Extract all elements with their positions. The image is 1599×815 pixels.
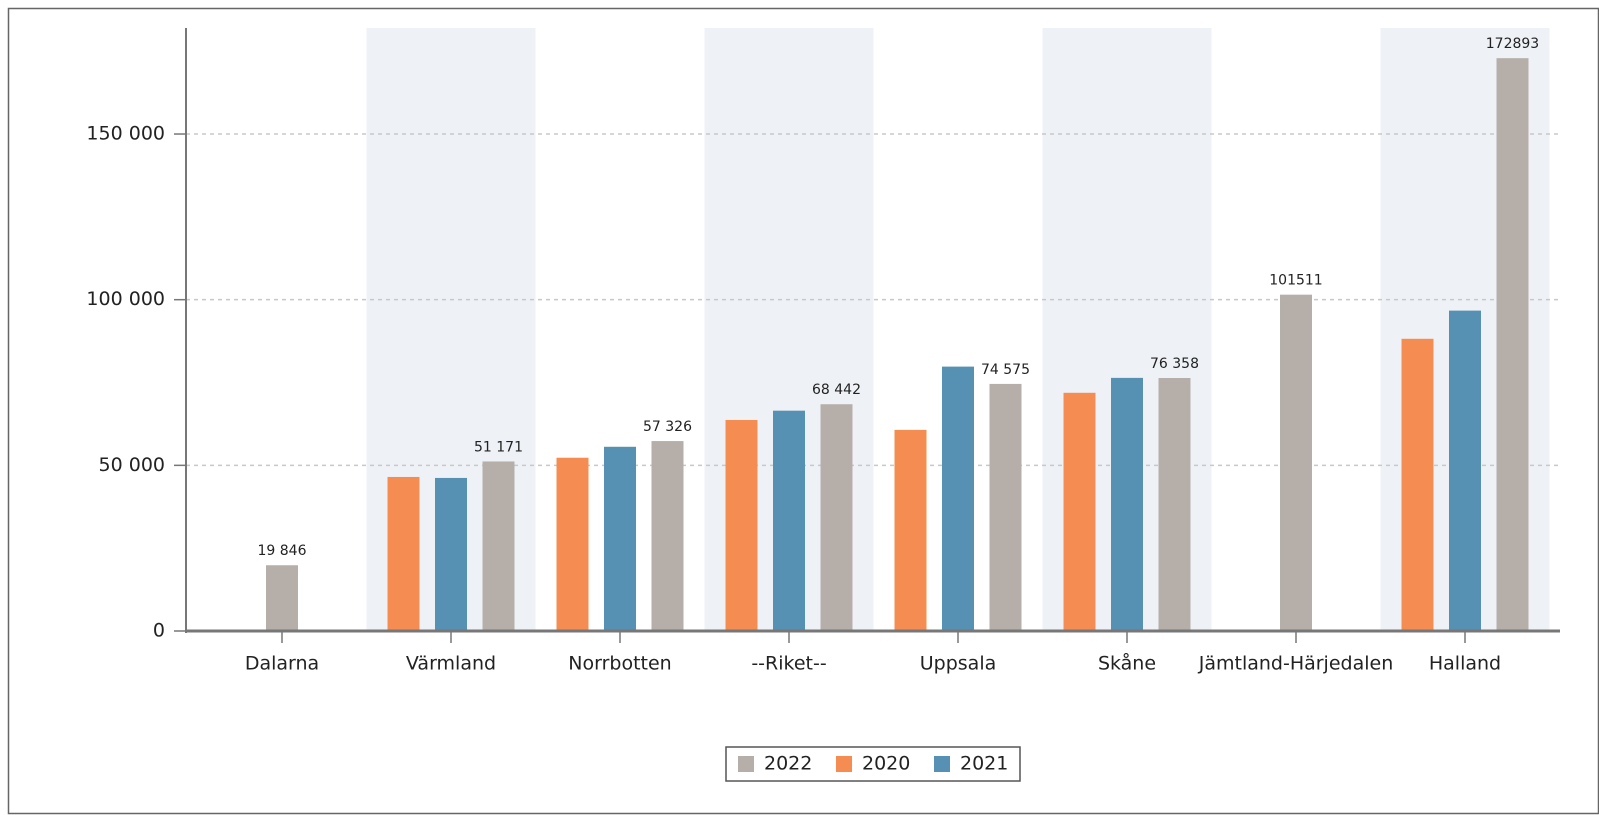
bar	[387, 476, 420, 631]
y-tick-label: 150 000	[86, 123, 165, 145]
bar	[266, 565, 298, 631]
bar	[942, 366, 974, 631]
bar	[1401, 338, 1434, 631]
legend-box	[725, 746, 1021, 782]
value-label: 57 326	[643, 419, 692, 435]
bar	[1063, 392, 1096, 631]
bar	[651, 441, 684, 631]
bars: 19 846 51 171 57 326 68 442 74 575 76 358 1015…	[258, 36, 1539, 631]
value-label: 19 846	[258, 543, 307, 559]
x-tick-label: Uppsala	[920, 653, 997, 675]
bar	[1111, 377, 1143, 631]
bar	[482, 461, 515, 631]
bar	[1158, 378, 1191, 631]
value-label: 68 442	[812, 382, 861, 398]
x-tick-label: Värmland	[406, 653, 496, 675]
bar	[1449, 310, 1481, 631]
bar	[989, 383, 1022, 631]
value-label: 172893	[1486, 36, 1539, 52]
bar	[435, 477, 467, 631]
bar	[820, 404, 853, 631]
value-label: 101511	[1269, 273, 1322, 289]
value-label: 76 358	[1150, 356, 1199, 372]
bar	[773, 410, 805, 631]
y-tick-label: 50 000	[99, 454, 165, 476]
x-tick-label: Jämtland-Härjedalen	[1198, 653, 1394, 675]
bar	[725, 419, 758, 631]
legend-swatch	[934, 756, 950, 772]
bar	[1280, 294, 1312, 631]
axes: 0 50 000 100 000 150 000 Dalarna Värmland Norr…	[86, 28, 1560, 675]
legend-label: 2022	[764, 753, 812, 775]
legend-swatch	[738, 756, 754, 772]
legend: 2022 2020 2021	[725, 746, 1021, 782]
legend-label: 2020	[862, 753, 910, 775]
value-label: 74 575	[981, 362, 1030, 378]
bar	[1496, 58, 1529, 631]
y-tick-label: 0	[153, 620, 165, 642]
x-tick-label: Skåne	[1098, 652, 1156, 675]
x-tick-label: Dalarna	[245, 653, 319, 675]
bar	[604, 446, 636, 631]
legend-swatch	[836, 756, 852, 772]
x-tick-label: Norrbotten	[568, 653, 671, 675]
y-tick-label: 100 000	[86, 288, 165, 310]
bar	[894, 429, 927, 631]
x-tick-label: Halland	[1429, 653, 1501, 675]
bar	[556, 457, 589, 631]
x-tick-label: --Riket--	[751, 653, 826, 675]
value-label: 51 171	[474, 439, 523, 455]
legend-label: 2021	[960, 753, 1008, 775]
grid	[186, 133, 1560, 467]
